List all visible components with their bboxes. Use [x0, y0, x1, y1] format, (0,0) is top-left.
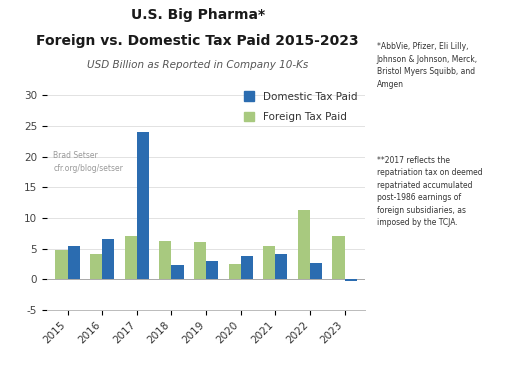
Bar [172, 265, 184, 279]
Bar [56, 250, 68, 279]
Text: Brad Setser
cfr.org/blog/setser: Brad Setser cfr.org/blog/setser [53, 151, 123, 173]
Text: USD Billion as Reported in Company 10-Ks: USD Billion as Reported in Company 10-Ks [87, 60, 308, 70]
Bar [137, 132, 149, 279]
Bar [241, 256, 253, 279]
Bar [345, 279, 357, 281]
Bar [310, 263, 322, 279]
Legend: Domestic Tax Paid, Foreign Tax Paid: Domestic Tax Paid, Foreign Tax Paid [241, 88, 360, 125]
Bar [298, 210, 310, 279]
Bar [68, 246, 80, 279]
Bar [275, 254, 288, 279]
Bar [194, 242, 206, 279]
Bar [159, 241, 172, 279]
Bar [263, 246, 275, 279]
Text: U.S. Big Pharma*: U.S. Big Pharma* [131, 8, 265, 22]
Bar [332, 236, 345, 279]
Bar [206, 261, 218, 279]
Bar [125, 236, 137, 279]
Bar [102, 240, 114, 279]
Text: *AbbVie, Pfizer, Eli Lilly,
Johnson & Johnson, Merck,
Bristol Myers Squibb, and
: *AbbVie, Pfizer, Eli Lilly, Johnson & Jo… [377, 42, 478, 89]
Text: **2017 reflects the
repatriation tax on deemed
repatriated accumulated
post-1986: **2017 reflects the repatriation tax on … [377, 156, 483, 227]
Text: Foreign vs. Domestic Tax Paid 2015-2023: Foreign vs. Domestic Tax Paid 2015-2023 [36, 34, 359, 48]
Bar [90, 254, 102, 279]
Bar [229, 264, 241, 279]
